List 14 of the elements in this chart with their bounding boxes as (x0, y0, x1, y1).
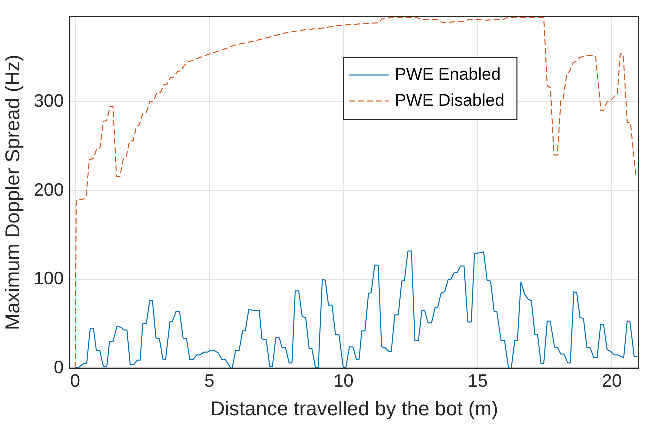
y-tick-label: 300 (34, 91, 64, 112)
x-tick-label: 10 (334, 371, 354, 392)
y-tick-label: 100 (34, 268, 64, 289)
legend-label: PWE Enabled (395, 64, 501, 84)
x-tick-label: 15 (468, 371, 488, 392)
legend-label: PWE Disabled (395, 90, 505, 110)
y-axis-title: Maximum Doppler Spread (Hz) (2, 54, 25, 330)
x-tick-label: 20 (602, 371, 622, 392)
line-series (74, 17, 637, 368)
x-axis-title: Distance travelled by the bot (m) (210, 398, 498, 421)
x-tick-label: 0 (70, 371, 80, 392)
x-tick-label: 5 (204, 371, 215, 392)
y-tick-label: 0 (54, 357, 64, 378)
y-tick-label: 200 (34, 180, 64, 200)
